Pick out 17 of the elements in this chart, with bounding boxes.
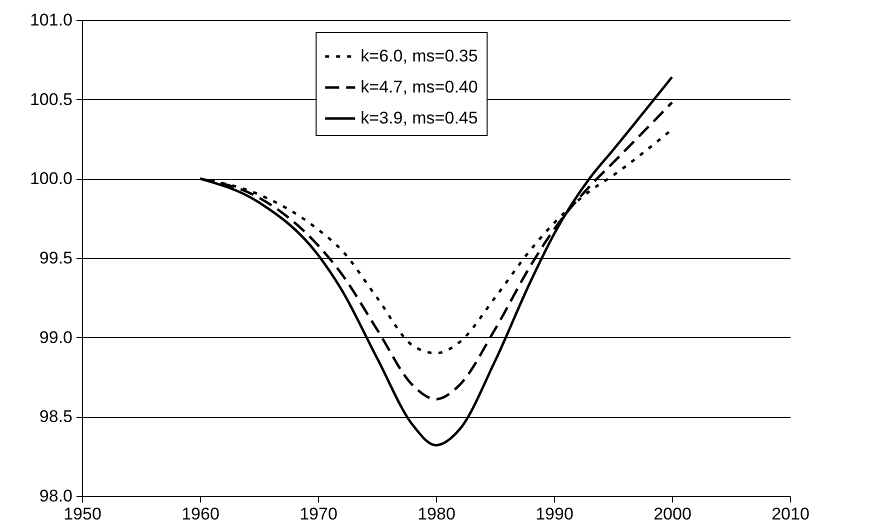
- x-tick-label: 1950: [64, 504, 102, 523]
- x-tick-label: 1980: [418, 504, 456, 523]
- y-tick-label: 100.5: [30, 90, 72, 109]
- legend-label: k=6.0, ms=0.35: [360, 46, 478, 66]
- y-tick-label: 101.0: [30, 10, 72, 30]
- x-tick-label: 2000: [654, 504, 692, 523]
- x-tick-label: 2010: [772, 504, 810, 523]
- x-tick-label: 1960: [182, 504, 220, 523]
- legend-label: k=3.9, ms=0.45: [360, 108, 478, 128]
- y-tick-label: 98.0: [39, 486, 72, 506]
- y-tick-label: 98.5: [39, 407, 72, 426]
- x-tick-label: 1970: [300, 504, 338, 523]
- y-tick-label: 99.5: [39, 248, 72, 268]
- legend-label: k=4.7, ms=0.40: [360, 78, 478, 96]
- y-tick-label: 99.0: [39, 328, 72, 347]
- x-tick-label: 1990: [536, 504, 574, 523]
- y-tick-label: 100.0: [30, 169, 72, 188]
